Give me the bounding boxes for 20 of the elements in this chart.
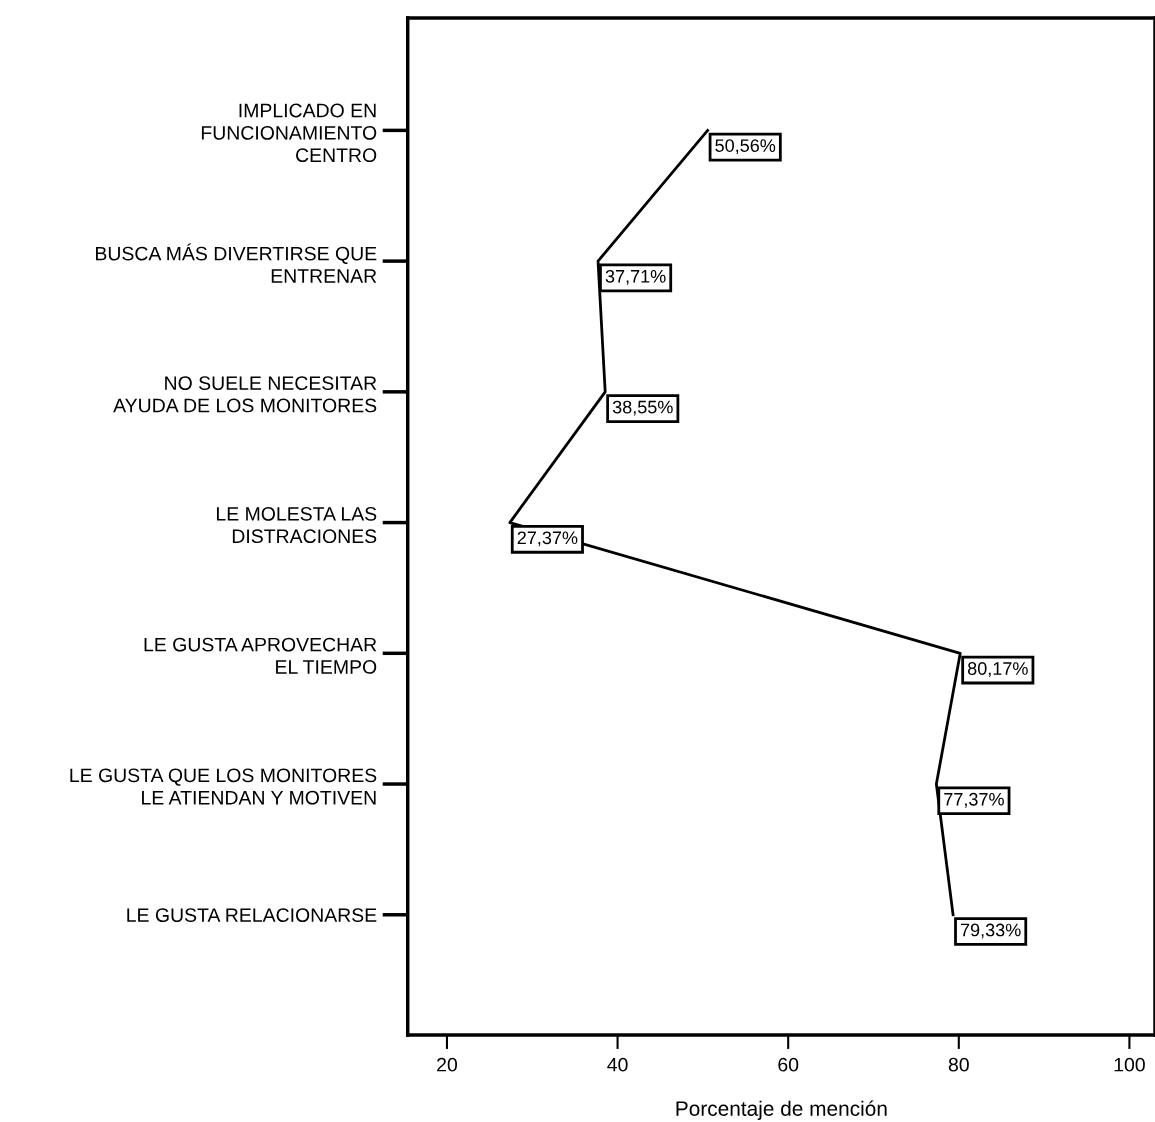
x-tick-label: 100 [1114,1057,1145,1072]
x-tick-label: 80 [948,1057,969,1072]
x-tick-label: 20 [437,1057,458,1072]
x-tick-label: 40 [607,1057,628,1072]
y-tick-label: LE MOLESTA LAS DISTRACIONES [217,506,377,544]
data-label: 79,33% [960,923,1021,939]
y-tick-label: LE GUSTA APROVECHAR EL TIEMPO [144,637,377,674]
data-label: 77,37% [944,792,1004,808]
x-axis-title: Porcentaje de mención [676,1100,887,1121]
data-label: 38,55% [612,400,673,416]
data-label: 80,17% [967,662,1028,678]
y-tick-label: NO SUELE NECESITAR AYUDA DE LOS MONITORES [113,376,377,413]
x-tick-label: 60 [778,1057,799,1072]
data-label: 27,37% [517,531,578,547]
y-tick-label: LE GUSTA RELACIONARSE [127,908,377,923]
data-label: 37,71% [605,269,666,285]
y-tick-label: LE GUSTA QUE LOS MONITORES LE ATIENDAN Y MOTIVEN [70,768,377,805]
y-tick-label: BUSCA MÁS DIVERTIRSE QUE ENTRENAR [96,243,377,283]
y-tick-label: IMPLICADO EN FUNCIONAMIENTO CENTRO [201,103,377,163]
data-label: 50,56% [715,139,776,155]
